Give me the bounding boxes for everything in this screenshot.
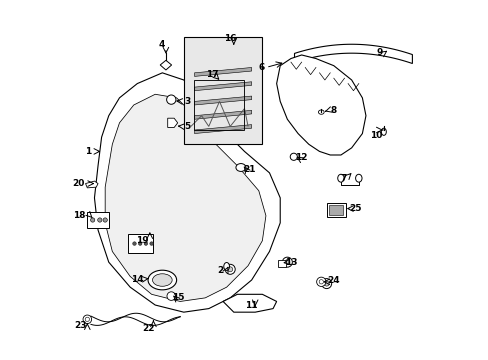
Polygon shape: [294, 44, 411, 63]
Polygon shape: [94, 73, 280, 312]
Ellipse shape: [318, 110, 324, 114]
Text: 21: 21: [243, 166, 256, 175]
Text: 14: 14: [131, 275, 143, 284]
Circle shape: [316, 277, 325, 287]
Ellipse shape: [235, 163, 245, 171]
Text: 3: 3: [184, 97, 190, 106]
Ellipse shape: [152, 274, 172, 286]
Bar: [326, 203, 346, 217]
Polygon shape: [160, 60, 171, 70]
Text: 13: 13: [285, 258, 297, 267]
Text: 22: 22: [142, 324, 155, 333]
Text: 5: 5: [184, 122, 190, 131]
Circle shape: [144, 242, 147, 246]
Text: 1: 1: [85, 147, 91, 156]
Bar: [183, 37, 262, 144]
Bar: [128, 234, 153, 253]
Polygon shape: [194, 67, 251, 76]
Ellipse shape: [355, 174, 361, 182]
Circle shape: [138, 242, 142, 246]
Circle shape: [225, 264, 235, 274]
Polygon shape: [194, 125, 251, 134]
Text: 6: 6: [258, 63, 264, 72]
Polygon shape: [223, 294, 276, 312]
Circle shape: [285, 260, 289, 265]
Circle shape: [282, 257, 292, 267]
Polygon shape: [167, 118, 177, 127]
Text: 9: 9: [376, 48, 382, 57]
Text: 11: 11: [244, 301, 257, 310]
Text: 15: 15: [172, 293, 184, 302]
Circle shape: [166, 292, 175, 300]
Text: 10: 10: [369, 131, 381, 140]
Polygon shape: [194, 82, 251, 91]
Circle shape: [290, 153, 297, 160]
Text: 12: 12: [295, 153, 307, 162]
Polygon shape: [105, 94, 265, 301]
Text: 23: 23: [75, 321, 87, 330]
Circle shape: [83, 315, 91, 324]
Circle shape: [149, 242, 153, 246]
Ellipse shape: [337, 174, 344, 182]
Text: 8: 8: [330, 106, 336, 115]
Circle shape: [98, 218, 102, 222]
Text: 7: 7: [340, 174, 346, 183]
Text: 16: 16: [224, 35, 236, 44]
Text: 24: 24: [327, 276, 340, 285]
Polygon shape: [194, 111, 251, 119]
Bar: [194, 80, 244, 130]
Circle shape: [166, 95, 176, 104]
Bar: [328, 205, 343, 215]
Polygon shape: [194, 96, 251, 105]
Ellipse shape: [148, 270, 176, 290]
Ellipse shape: [381, 128, 386, 135]
Polygon shape: [276, 55, 365, 155]
Polygon shape: [85, 181, 98, 188]
Text: 4: 4: [158, 40, 164, 49]
Ellipse shape: [224, 262, 229, 270]
Text: 19: 19: [136, 235, 149, 244]
Circle shape: [321, 279, 331, 289]
Text: 18: 18: [73, 211, 85, 220]
Circle shape: [103, 218, 107, 222]
Text: 17: 17: [205, 70, 218, 79]
Text: 20: 20: [72, 179, 84, 188]
Circle shape: [324, 281, 328, 286]
Circle shape: [132, 242, 136, 246]
Text: 2: 2: [217, 266, 223, 275]
Bar: [87, 212, 108, 228]
Circle shape: [90, 218, 95, 222]
Text: 25: 25: [349, 204, 362, 213]
Circle shape: [227, 267, 232, 272]
Bar: [277, 260, 285, 267]
